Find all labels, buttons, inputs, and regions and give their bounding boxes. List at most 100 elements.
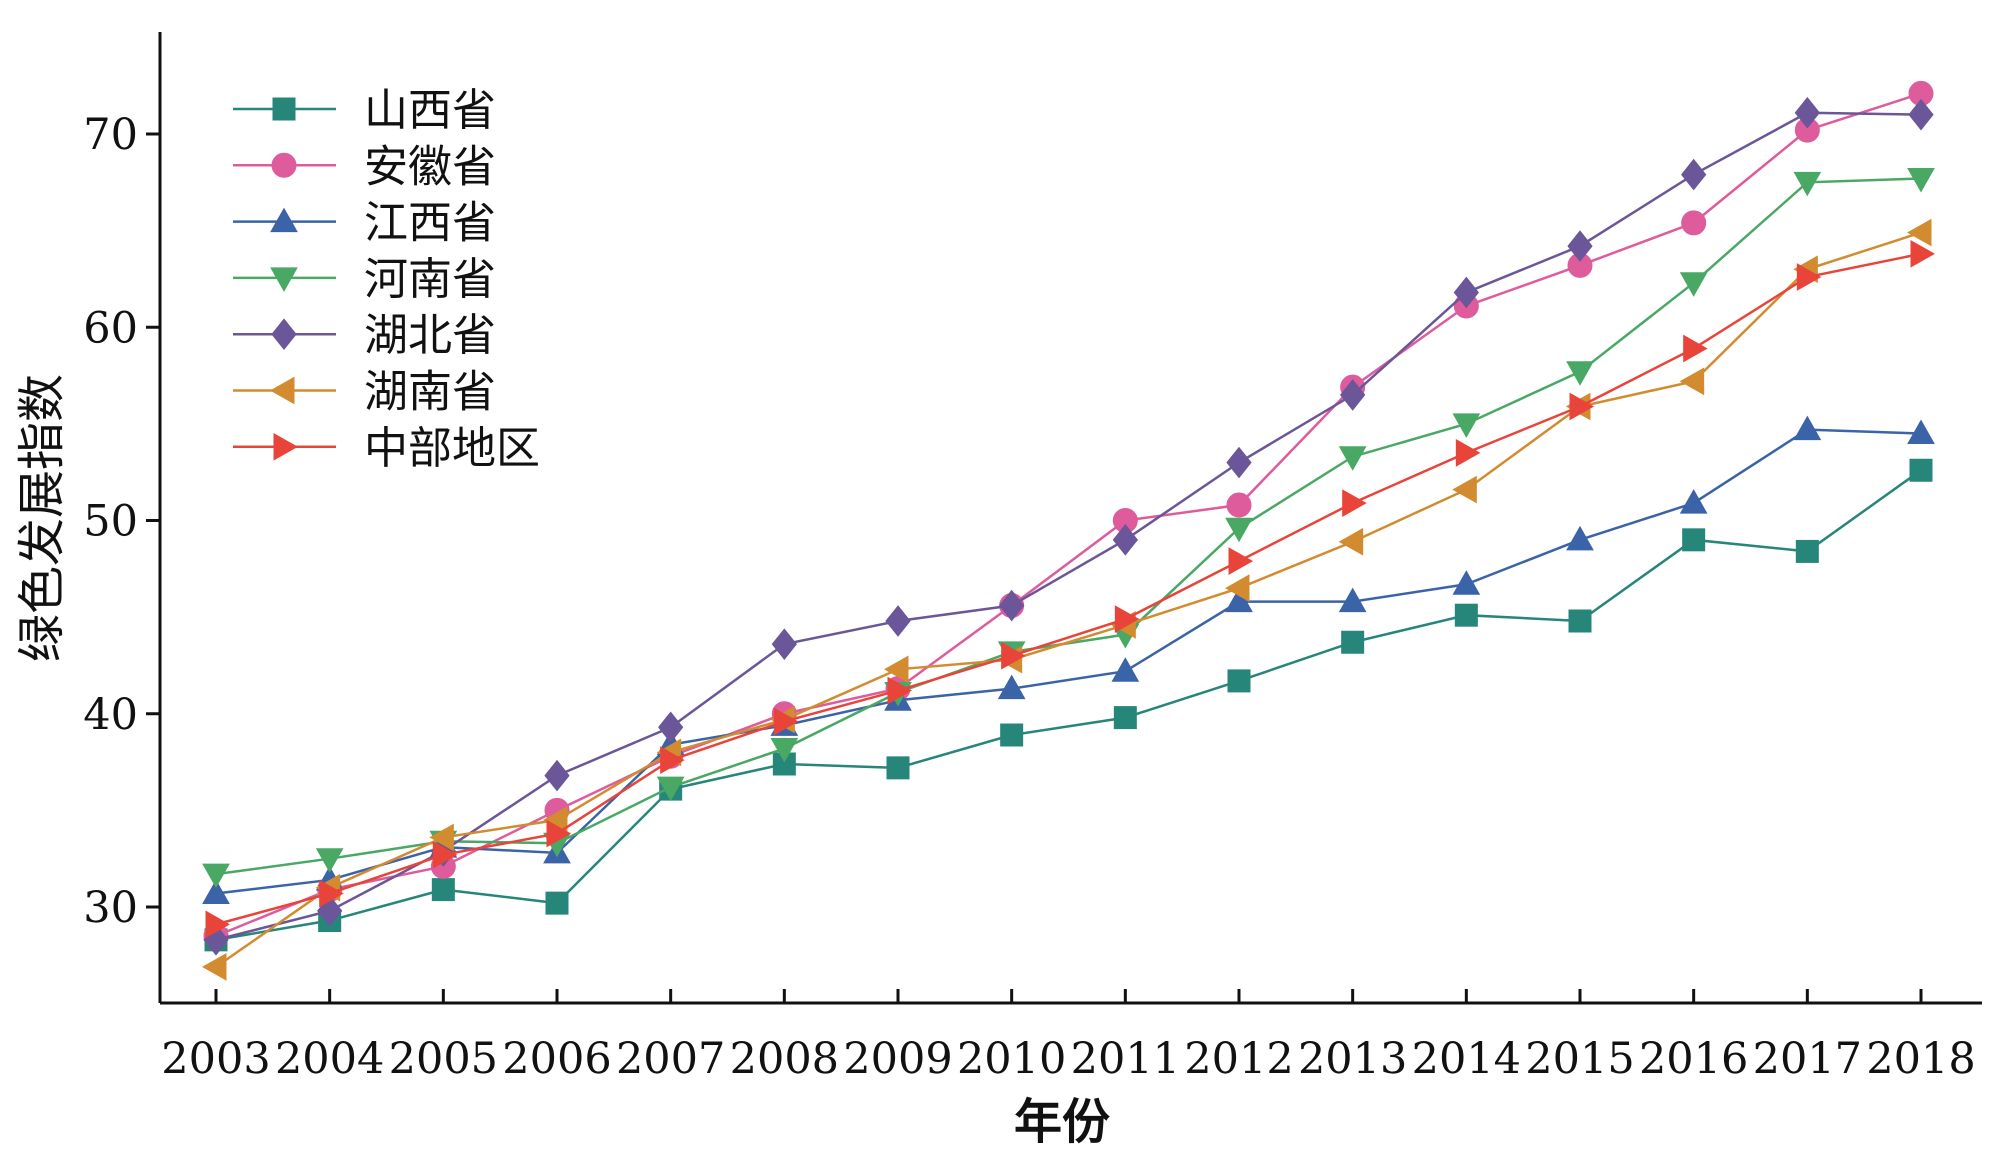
legend-label: 湖北省 bbox=[364, 310, 496, 361]
x-tick-label: 2016 bbox=[1639, 1034, 1748, 1084]
data-point bbox=[887, 676, 913, 705]
x-tick-label: 2008 bbox=[730, 1034, 839, 1084]
data-point bbox=[1226, 446, 1252, 479]
y-tick-label: 40 bbox=[83, 690, 138, 740]
data-point bbox=[1113, 706, 1137, 730]
data-point bbox=[1225, 587, 1253, 613]
series-2 bbox=[202, 415, 1935, 904]
data-point bbox=[201, 953, 227, 981]
series-6 bbox=[205, 239, 1936, 939]
data-point bbox=[1226, 492, 1252, 518]
data-point bbox=[1338, 527, 1364, 556]
data-point bbox=[1681, 210, 1707, 236]
data-point bbox=[315, 848, 344, 873]
data-point bbox=[1225, 517, 1253, 543]
y-tick-label: 70 bbox=[83, 110, 138, 160]
x-axis-label: 年份 bbox=[1014, 1094, 1110, 1150]
legend-item: 安徽省 bbox=[233, 141, 496, 192]
legend-label: 江西省 bbox=[364, 198, 496, 249]
data-point bbox=[997, 674, 1026, 700]
data-point bbox=[1906, 218, 1932, 247]
data-point bbox=[1679, 367, 1705, 396]
data-point bbox=[1795, 539, 1819, 563]
data-point bbox=[883, 655, 909, 684]
data-point bbox=[1001, 641, 1026, 670]
legend-item: 湖南省 bbox=[233, 367, 496, 418]
data-point bbox=[1569, 392, 1595, 421]
data-point bbox=[545, 891, 569, 915]
x-tick-label: 2010 bbox=[957, 1034, 1066, 1084]
series-0 bbox=[204, 458, 1933, 952]
data-point bbox=[1907, 167, 1935, 193]
data-point bbox=[1568, 609, 1592, 633]
data-point bbox=[1454, 603, 1478, 627]
data-point bbox=[656, 776, 685, 802]
series-line bbox=[215, 92, 1922, 938]
x-tick-label: 2004 bbox=[275, 1034, 384, 1084]
data-point bbox=[1566, 361, 1594, 386]
data-point bbox=[1679, 489, 1708, 514]
data-point bbox=[773, 707, 799, 736]
legend-marker bbox=[271, 152, 297, 178]
data-point bbox=[1114, 605, 1140, 633]
legend-label: 湖南省 bbox=[364, 367, 496, 418]
data-point bbox=[1341, 630, 1365, 654]
y-tick-label: 30 bbox=[83, 883, 138, 933]
data-point bbox=[770, 738, 799, 763]
legend-marker bbox=[271, 318, 297, 351]
legend-item: 河南省 bbox=[233, 254, 496, 305]
data-point bbox=[1683, 334, 1708, 363]
legend-marker bbox=[273, 432, 299, 461]
data-point bbox=[1455, 439, 1481, 467]
data-point bbox=[546, 819, 572, 848]
x-tick-label: 2015 bbox=[1525, 1034, 1634, 1084]
data-point bbox=[1340, 379, 1366, 411]
data-point bbox=[429, 823, 454, 852]
x-tick-label: 2018 bbox=[1866, 1034, 1975, 1084]
data-point bbox=[885, 605, 911, 637]
data-point bbox=[658, 711, 684, 744]
legend-label: 中部地区 bbox=[364, 423, 540, 474]
data-point bbox=[205, 910, 231, 939]
data-point bbox=[202, 863, 230, 889]
data-point bbox=[431, 878, 455, 902]
x-tick-label: 2009 bbox=[843, 1034, 952, 1084]
data-point bbox=[432, 840, 458, 869]
data-point bbox=[1452, 570, 1481, 595]
data-point bbox=[886, 756, 910, 780]
x-tick-label: 2005 bbox=[389, 1034, 498, 1084]
x-tick-label: 2014 bbox=[1412, 1034, 1521, 1084]
data-point bbox=[1907, 419, 1935, 445]
x-tick-label: 2003 bbox=[161, 1034, 270, 1084]
data-point bbox=[1338, 587, 1367, 613]
x-tick-label: 2017 bbox=[1753, 1034, 1862, 1084]
series-4 bbox=[203, 96, 1934, 956]
data-point bbox=[1224, 574, 1250, 602]
data-point bbox=[1111, 657, 1140, 682]
data-point bbox=[660, 746, 685, 774]
data-point bbox=[1112, 524, 1138, 556]
x-tick-label: 2011 bbox=[1071, 1034, 1180, 1084]
data-point bbox=[1679, 272, 1708, 297]
data-point bbox=[544, 759, 570, 792]
data-point bbox=[202, 879, 230, 904]
series-line bbox=[215, 428, 1922, 895]
legend-marker bbox=[270, 267, 298, 292]
legend-item: 江西省 bbox=[233, 198, 496, 249]
legend-item: 山西省 bbox=[233, 85, 496, 136]
data-point bbox=[1793, 415, 1822, 441]
y-axis-label: 绿色发展指数 bbox=[14, 374, 70, 662]
data-point bbox=[1796, 263, 1822, 291]
x-tick-label: 2013 bbox=[1298, 1034, 1407, 1084]
data-point bbox=[771, 628, 797, 660]
legend-label: 河南省 bbox=[364, 254, 496, 305]
data-point bbox=[1342, 489, 1367, 517]
x-tick-label: 2012 bbox=[1184, 1034, 1293, 1084]
data-point bbox=[1227, 669, 1251, 693]
data-point bbox=[1453, 276, 1479, 309]
data-point bbox=[1567, 230, 1593, 262]
legend-item: 湖北省 bbox=[233, 310, 496, 361]
legend-marker bbox=[270, 207, 298, 233]
